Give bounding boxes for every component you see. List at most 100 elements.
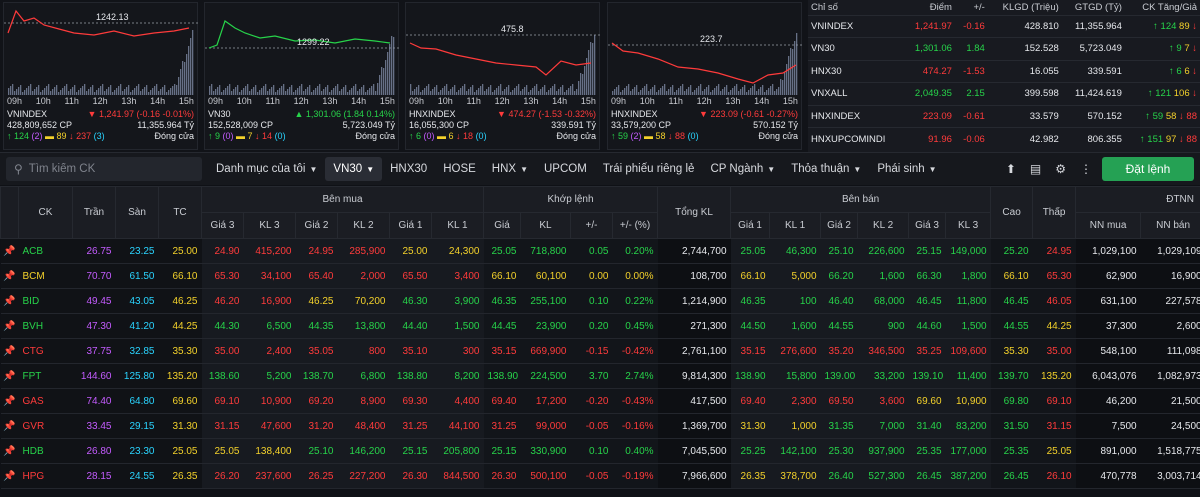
table-row[interactable]: 📌 GAS 74.40 64.80 69.60 69.10 10,900 69.20 8,900…	[0, 388, 1200, 414]
bid-2-price[interactable]: 35.05	[295, 338, 338, 364]
stock-symbol[interactable]: CTG	[18, 338, 73, 364]
bid-2-price[interactable]: 25.10	[295, 438, 338, 464]
tab-upcom[interactable]: UPCOM	[536, 157, 595, 181]
bid-1-price[interactable]: 46.30	[389, 288, 432, 314]
table-row[interactable]: 📌 HDB 26.80 23.30 25.05 25.05 138,400 25.10 146,…	[0, 438, 1200, 464]
ask-2-price[interactable]: 26.40	[820, 463, 858, 489]
stock-symbol[interactable]: GVR	[18, 413, 73, 439]
bid-1-price[interactable]: 26.30	[389, 463, 432, 489]
stock-symbol[interactable]: HPG	[18, 463, 73, 489]
bid-3-price[interactable]: 35.00	[201, 338, 244, 364]
table-row[interactable]: 📌 BCM 70.70 61.50 66.10 65.30 34,100 65.40 2,000…	[0, 263, 1200, 289]
table-row[interactable]: 📌 ACB 26.75 23.25 25.00 24.90 415,200 24.95 285,…	[0, 238, 1200, 264]
bid-1-price[interactable]: 35.10	[389, 338, 432, 364]
chart-hnx30[interactable]: 475.8 09h 10h 11h 12h 13h 14h 15h HNXINDEX ▼ 474.…	[405, 2, 601, 150]
pin-icon[interactable]: 📌	[0, 238, 19, 264]
ask-3-price[interactable]: 31.40	[908, 413, 946, 439]
tab-hnx[interactable]: HNX ▼	[484, 157, 536, 181]
ask-1-price[interactable]: 26.35	[730, 463, 770, 489]
tab-ph-i-sinh[interactable]: Phái sinh ▼	[869, 157, 944, 181]
pin-icon[interactable]: 📌	[0, 438, 19, 464]
search-box[interactable]: ⚲	[6, 157, 202, 181]
ask-1-price[interactable]: 66.10	[730, 263, 770, 289]
stock-symbol[interactable]: GAS	[18, 388, 73, 414]
pin-icon[interactable]: 📌	[0, 413, 19, 439]
ask-2-price[interactable]: 25.30	[820, 438, 858, 464]
bid-1-price[interactable]: 65.50	[389, 263, 432, 289]
chart-hnxindex[interactable]: 223.7 09h 10h 11h 12h 13h 14h 15h HNXINDEX ▼ 223.…	[607, 2, 803, 150]
bid-3-price[interactable]: 65.30	[201, 263, 244, 289]
ask-1-price[interactable]: 46.35	[730, 288, 770, 314]
tab-cp-ng-nh[interactable]: CP Ngành ▼	[702, 157, 783, 181]
stock-symbol[interactable]: BID	[18, 288, 73, 314]
ask-2-price[interactable]: 25.10	[820, 238, 858, 264]
ask-1-price[interactable]: 35.15	[730, 338, 770, 364]
bid-3-price[interactable]: 26.20	[201, 463, 244, 489]
tab-hose[interactable]: HOSE	[435, 157, 484, 181]
table-row[interactable]: 📌 BID 49.45 43.05 46.25 46.20 16,900 46.25 70,20…	[0, 288, 1200, 314]
index-row[interactable]: VN30 1,301.06 1.84 152.528 5,723.049 ↑ 9 7 ↓	[808, 37, 1200, 60]
ask-2-price[interactable]: 31.35	[820, 413, 858, 439]
stock-symbol[interactable]: BCM	[18, 263, 73, 289]
stock-symbol[interactable]: ACB	[18, 238, 73, 264]
place-order-button[interactable]: Đặt lệnh	[1102, 157, 1194, 181]
bid-1-price[interactable]: 138.80	[389, 363, 432, 389]
ask-3-price[interactable]: 66.30	[908, 263, 946, 289]
bid-2-price[interactable]: 138.70	[295, 363, 338, 389]
ask-3-price[interactable]: 25.35	[908, 438, 946, 464]
bid-2-price[interactable]: 65.40	[295, 263, 338, 289]
ask-2-price[interactable]: 44.55	[820, 313, 858, 339]
pin-icon[interactable]: 📌	[0, 313, 19, 339]
tab-danh-m-c-c-a-t-i[interactable]: Danh mục của tôi ▼	[208, 157, 325, 181]
ask-1-price[interactable]: 31.30	[730, 413, 770, 439]
ask-1-price[interactable]: 69.40	[730, 388, 770, 414]
bid-3-price[interactable]: 31.15	[201, 413, 244, 439]
bid-1-price[interactable]: 44.40	[389, 313, 432, 339]
pin-icon[interactable]: 📌	[0, 363, 19, 389]
gear-icon[interactable]: ⚙	[1055, 162, 1066, 176]
pin-icon[interactable]: 📌	[0, 288, 19, 314]
ask-1-price[interactable]: 25.05	[730, 238, 770, 264]
bid-2-price[interactable]: 26.25	[295, 463, 338, 489]
ask-2-price[interactable]: 35.20	[820, 338, 858, 364]
bid-2-price[interactable]: 31.20	[295, 413, 338, 439]
tab-hnx30[interactable]: HNX30	[382, 157, 435, 181]
index-row[interactable]: HNXINDEX 223.09 -0.61 33.579 570.152 ↑ 59 58 …	[808, 104, 1200, 128]
ask-2-price[interactable]: 139.00	[820, 363, 858, 389]
chart-vnindex[interactable]: 1242.13 09h 10h 11h 12h 13h 14h 15h VNINDEX ▼ 1,2…	[3, 2, 199, 150]
bid-3-price[interactable]: 46.20	[201, 288, 244, 314]
table-row[interactable]: 📌 GVR 33.45 29.15 31.30 31.15 47,600 31.20 48,40…	[0, 413, 1200, 439]
pin-icon[interactable]: 📌	[0, 263, 19, 289]
table-row[interactable]: 📌 HPG 28.15 24.55 26.35 26.20 237,600 26.25 227,…	[0, 463, 1200, 489]
ask-2-price[interactable]: 66.20	[820, 263, 858, 289]
ask-1-price[interactable]: 44.50	[730, 313, 770, 339]
ask-2-price[interactable]: 69.50	[820, 388, 858, 414]
ask-2-price[interactable]: 46.40	[820, 288, 858, 314]
bid-3-price[interactable]: 44.30	[201, 313, 244, 339]
search-input[interactable]	[28, 163, 179, 175]
ask-3-price[interactable]: 44.60	[908, 313, 946, 339]
table-row[interactable]: 📌 BVH 47.30 41.20 44.25 44.30 6,500 44.35 13,800…	[0, 313, 1200, 339]
more-icon[interactable]: ⋮	[1080, 162, 1092, 176]
upload-icon[interactable]: ⬆	[1005, 162, 1016, 176]
index-row[interactable]: HNXUPCOMINDI 91.96 -0.06 42.982 806.355 ↑ 151…	[808, 127, 1200, 150]
ask-3-price[interactable]: 46.45	[908, 288, 946, 314]
index-row[interactable]: VNINDEX 1,241.97 -0.16 428.810 11,355.964 ↑ 1…	[808, 14, 1200, 38]
bid-1-price[interactable]: 69.30	[389, 388, 432, 414]
stock-symbol[interactable]: FPT	[18, 363, 73, 389]
tab-vn30[interactable]: VN30 ▼	[325, 157, 383, 181]
index-row[interactable]: HNX30 474.27 -1.53 16.055 339.591 ↑ 6 6 ↓	[808, 59, 1200, 83]
bid-3-price[interactable]: 24.90	[201, 238, 244, 264]
export-icon[interactable]: ▤	[1029, 162, 1042, 176]
table-row[interactable]: 📌 FPT 144.60 125.80 135.20 138.60 5,200 138.70 6…	[0, 363, 1200, 389]
bid-3-price[interactable]: 25.05	[201, 438, 244, 464]
bid-2-price[interactable]: 44.35	[295, 313, 338, 339]
ask-3-price[interactable]: 26.45	[908, 463, 946, 489]
index-row[interactable]: VNXALL 2,049.35 2.15 399.598 11,424.619 ↑ 121…	[808, 82, 1200, 105]
pin-icon[interactable]: 📌	[0, 463, 19, 489]
chart-vn30[interactable]: 1299.22 09h 10h 11h 12h 13h 14h 15h VN30 ▲ 1,301.…	[204, 2, 400, 150]
table-row[interactable]: 📌 CTG 37.75 32.85 35.30 35.00 2,400 35.05 800 35.…	[0, 338, 1200, 364]
stock-symbol[interactable]: HDB	[18, 438, 73, 464]
ask-1-price[interactable]: 25.25	[730, 438, 770, 464]
tab-tr-i-phi-u-ri-ng-l-[interactable]: Trái phiếu riêng lẻ	[595, 157, 703, 181]
